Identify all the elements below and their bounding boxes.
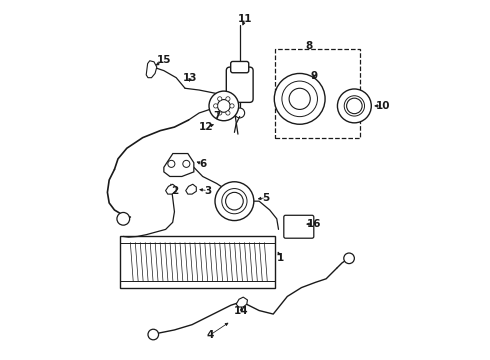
Polygon shape <box>236 297 247 307</box>
Text: 15: 15 <box>157 55 171 65</box>
Circle shape <box>344 253 354 264</box>
FancyBboxPatch shape <box>226 67 253 102</box>
Text: 10: 10 <box>375 101 390 111</box>
Circle shape <box>218 111 222 115</box>
Text: 2: 2 <box>171 186 178 195</box>
Text: 16: 16 <box>307 219 321 229</box>
Text: 11: 11 <box>238 14 252 24</box>
Circle shape <box>215 182 254 221</box>
Circle shape <box>289 88 310 109</box>
Circle shape <box>338 89 371 123</box>
Text: 14: 14 <box>234 306 249 315</box>
Circle shape <box>168 160 175 167</box>
Circle shape <box>230 104 234 108</box>
Polygon shape <box>146 61 157 78</box>
Circle shape <box>225 192 243 210</box>
Circle shape <box>218 100 230 112</box>
FancyBboxPatch shape <box>231 62 249 73</box>
Text: 13: 13 <box>183 73 197 83</box>
Text: 12: 12 <box>199 122 214 132</box>
Bar <box>275 49 360 138</box>
FancyBboxPatch shape <box>284 215 314 238</box>
Circle shape <box>274 73 325 124</box>
Circle shape <box>218 97 222 101</box>
Circle shape <box>282 81 318 117</box>
Text: 4: 4 <box>206 330 214 340</box>
Text: 9: 9 <box>310 71 318 81</box>
Polygon shape <box>186 184 196 194</box>
Polygon shape <box>164 154 194 176</box>
Circle shape <box>183 160 190 167</box>
Circle shape <box>214 104 218 108</box>
Circle shape <box>346 98 362 114</box>
Text: 6: 6 <box>199 159 206 169</box>
Text: 3: 3 <box>204 186 212 195</box>
Text: 5: 5 <box>263 193 270 203</box>
Circle shape <box>226 111 230 115</box>
Circle shape <box>235 108 245 118</box>
Circle shape <box>226 97 230 101</box>
Text: 1: 1 <box>277 253 284 262</box>
Circle shape <box>148 329 159 340</box>
Polygon shape <box>166 184 176 194</box>
Circle shape <box>344 96 365 116</box>
Text: 8: 8 <box>305 41 312 51</box>
Bar <box>120 237 275 288</box>
Circle shape <box>117 212 130 225</box>
Text: 7: 7 <box>213 112 220 121</box>
Circle shape <box>222 189 247 214</box>
Circle shape <box>209 91 239 121</box>
